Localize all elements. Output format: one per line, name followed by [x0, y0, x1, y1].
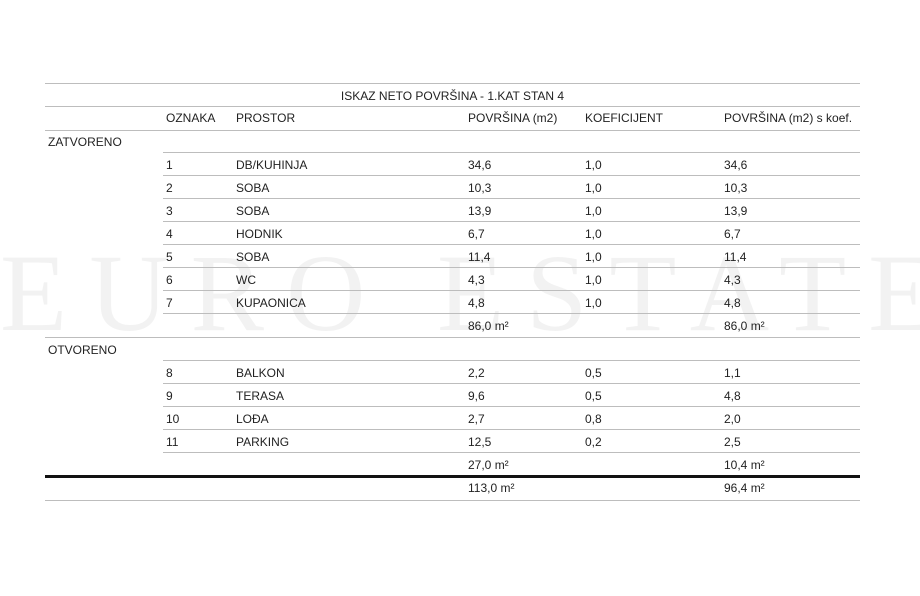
section-label: OTVORENO	[48, 343, 117, 357]
cell-povrsina_koef: 10,3	[724, 181, 748, 195]
cell-oznaka: 5	[166, 250, 173, 264]
cell-koeficijent: 1,0	[585, 227, 602, 241]
cell-povrsina: 2,2	[468, 366, 485, 380]
row-divider	[163, 175, 860, 176]
cell-koeficijent: 0,8	[585, 412, 602, 426]
cell-oznaka: 7	[166, 296, 173, 310]
row-divider	[163, 221, 860, 222]
cell-povrsina_koef: 4,8	[724, 389, 741, 403]
total-area-coef: 96,4 m²	[724, 481, 765, 495]
cell-povrsina: 6,7	[468, 227, 485, 241]
cell-prostor: SOBA	[236, 250, 270, 264]
cell-prostor: SOBA	[236, 204, 270, 218]
cell-koeficijent: 0,5	[585, 366, 602, 380]
cell-povrsina_koef: 2,5	[724, 435, 741, 449]
row-divider	[45, 500, 860, 501]
cell-povrsina: 2,7	[468, 412, 485, 426]
cell-oznaka: 1	[166, 158, 173, 172]
cell-oznaka: 4	[166, 227, 173, 241]
row-divider	[45, 337, 860, 338]
cell-prostor: DB/KUHINJA	[236, 158, 308, 172]
column-header-povrsina_koef: POVRŠINA (m2) s koef.	[724, 111, 853, 125]
total-divider	[45, 475, 860, 478]
cell-koeficijent: 1,0	[585, 204, 602, 218]
cell-povrsina_koef: 6,7	[724, 227, 741, 241]
row-divider	[45, 83, 860, 84]
cell-povrsina_koef: 11,4	[724, 250, 747, 264]
cell-oznaka: 6	[166, 273, 173, 287]
subtotal-area: 86,0 m²	[468, 319, 509, 333]
row-divider	[163, 360, 860, 361]
cell-povrsina: 13,9	[468, 204, 492, 218]
section-label: ZATVORENO	[48, 135, 122, 149]
row-divider	[163, 383, 860, 384]
cell-oznaka: 9	[166, 389, 173, 403]
cell-koeficijent: 0,2	[585, 435, 602, 449]
cell-koeficijent: 1,0	[585, 181, 602, 195]
cell-koeficijent: 1,0	[585, 158, 602, 172]
subtotal-area-coef: 86,0 m²	[724, 319, 765, 333]
column-header-oznaka: OZNAKA	[166, 111, 216, 125]
cell-povrsina: 9,6	[468, 389, 485, 403]
cell-oznaka: 3	[166, 204, 173, 218]
cell-povrsina_koef: 4,8	[724, 296, 741, 310]
column-header-prostor: PROSTOR	[236, 111, 296, 125]
cell-povrsina_koef: 2,0	[724, 412, 741, 426]
cell-prostor: PARKING	[236, 435, 290, 449]
cell-koeficijent: 0,5	[585, 389, 602, 403]
cell-oznaka: 10	[166, 412, 180, 426]
row-divider	[163, 452, 860, 453]
cell-povrsina: 12,5	[468, 435, 492, 449]
row-divider	[163, 152, 860, 153]
cell-povrsina: 11,4	[468, 250, 491, 264]
cell-prostor: HODNIK	[236, 227, 283, 241]
cell-oznaka: 11	[166, 435, 179, 449]
subtotal-area-coef: 10,4 m²	[724, 458, 765, 472]
cell-prostor: TERASA	[236, 389, 285, 403]
cell-prostor: KUPAONICA	[236, 296, 306, 310]
cell-prostor: LOĐA	[236, 412, 269, 426]
cell-povrsina_koef: 1,1	[724, 366, 741, 380]
row-divider	[163, 406, 860, 407]
row-divider	[163, 244, 860, 245]
cell-povrsina: 4,3	[468, 273, 485, 287]
row-divider	[45, 130, 860, 131]
row-divider	[163, 313, 860, 314]
cell-koeficijent: 1,0	[585, 273, 602, 287]
row-divider	[163, 290, 860, 291]
row-divider	[45, 106, 860, 107]
cell-prostor: WC	[236, 273, 256, 287]
column-header-koeficijent: KOEFICIJENT	[585, 111, 664, 125]
cell-koeficijent: 1,0	[585, 250, 602, 264]
table-title: ISKAZ NETO POVRŠINA - 1.KAT STAN 4	[340, 89, 565, 103]
cell-povrsina_koef: 34,6	[724, 158, 748, 172]
cell-oznaka: 2	[166, 181, 173, 195]
row-divider	[163, 267, 860, 268]
column-header-povrsina: POVRŠINA (m2)	[468, 111, 558, 125]
watermark-logo: EURO ESTATE	[0, 232, 920, 354]
cell-povrsina: 4,8	[468, 296, 485, 310]
cell-koeficijent: 1,0	[585, 296, 602, 310]
row-divider	[163, 198, 860, 199]
cell-povrsina_koef: 4,3	[724, 273, 741, 287]
cell-oznaka: 8	[166, 366, 173, 380]
cell-prostor: SOBA	[236, 181, 270, 195]
cell-povrsina: 10,3	[468, 181, 492, 195]
row-divider	[163, 429, 860, 430]
cell-povrsina: 34,6	[468, 158, 492, 172]
cell-prostor: BALKON	[236, 366, 285, 380]
cell-povrsina_koef: 13,9	[724, 204, 748, 218]
subtotal-area: 27,0 m²	[468, 458, 509, 472]
total-area: 113,0 m²	[468, 481, 515, 495]
